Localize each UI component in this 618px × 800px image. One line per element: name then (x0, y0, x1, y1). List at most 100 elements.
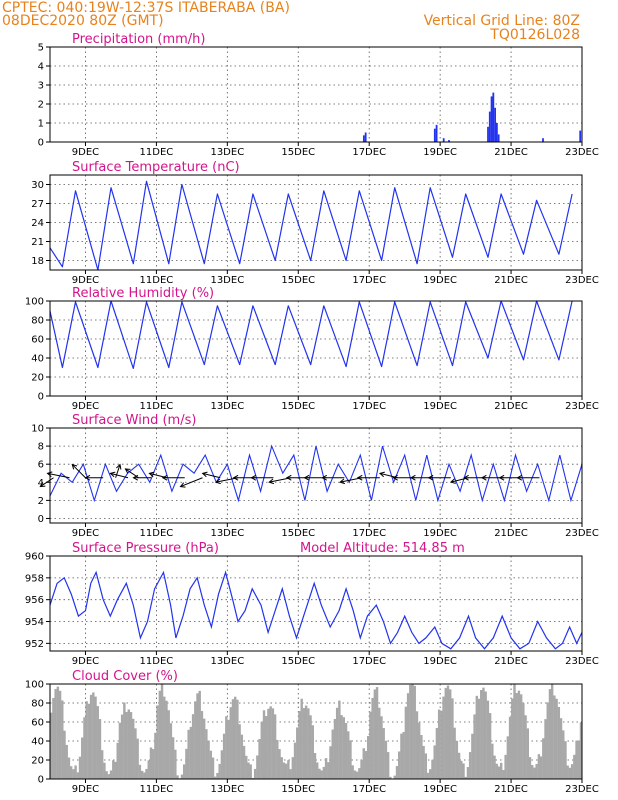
cloud-bar (163, 696, 166, 779)
y-tick-label: 40 (31, 354, 44, 365)
cloud-bar (548, 689, 552, 779)
y-tick-label: 2 (38, 496, 44, 507)
model-code: TQ0126L028 (490, 27, 580, 43)
cloud-bar (227, 719, 230, 779)
cloud-bar (477, 698, 481, 779)
cloud-bar (92, 692, 95, 779)
cloud-bar (499, 762, 503, 779)
cloud-bar (579, 722, 583, 779)
x-tick-label: 9DEC (72, 401, 99, 412)
cloud-bar (103, 762, 106, 779)
cloud-bar (384, 740, 388, 779)
cloud-bar (404, 706, 408, 779)
cloud-bar (504, 754, 507, 779)
cloud-bar (351, 765, 354, 779)
cloud-bar (74, 765, 77, 779)
cloud-bar (282, 762, 286, 779)
wind-arrow-head (356, 474, 363, 481)
cloud-bar (123, 702, 126, 779)
cloud-bar (546, 702, 549, 779)
y-tick-label: 40 (31, 737, 44, 748)
x-tick-label: 13DEC (210, 784, 244, 795)
cloud-bar (85, 701, 88, 779)
cloud-bar (191, 714, 195, 779)
cloud-bar (225, 716, 228, 779)
cloud-bar (171, 737, 175, 779)
cloud-bar (335, 707, 339, 779)
x-tick-label: 13DEC (210, 656, 244, 667)
cloud-bar (464, 776, 467, 779)
cloud-bar (559, 718, 563, 779)
cloud-bar (293, 742, 297, 779)
cloud-bar (342, 717, 346, 779)
cloud-bar (417, 722, 421, 779)
cloud-bar (145, 768, 148, 779)
cloud-bar (209, 750, 213, 779)
y-tick-label: 4 (38, 478, 44, 489)
cloud-bar (511, 698, 514, 779)
cloud-bar (380, 716, 383, 779)
cloud-bar (251, 777, 255, 779)
cloud-bar (154, 732, 157, 779)
cloud-bar (50, 712, 53, 779)
cloud-bar (402, 731, 405, 779)
cloud-bar (260, 721, 263, 779)
cloud-bar (373, 689, 377, 779)
cloud-bar (109, 770, 113, 779)
wind-arrow-head (480, 474, 487, 481)
wind-arrow-head (392, 474, 398, 481)
y-tick-label: 3 (38, 81, 44, 92)
cloud-bar (457, 752, 461, 779)
cloud-bar (276, 739, 279, 779)
x-tick-label: 17DEC (352, 275, 386, 286)
cloud-bar (98, 719, 102, 779)
cloud-bar (280, 757, 283, 779)
wind-arrow-head (132, 474, 139, 481)
x-tick-label: 23DEC (565, 656, 599, 667)
cloud-bar (211, 757, 215, 779)
x-tick-label: 23DEC (565, 275, 599, 286)
cloud-bar (446, 685, 450, 779)
cloud-bar (307, 708, 310, 779)
x-tick-label: 11DEC (140, 784, 174, 795)
run-date: 08DEC2020 80Z (GMT) (2, 13, 164, 29)
wind-arrow-head (214, 478, 221, 485)
x-tick-label: 15DEC (281, 401, 315, 412)
x-tick-label: 11DEC (140, 147, 174, 158)
x-tick-label: 11DEC (140, 656, 174, 667)
cloud-bar (120, 714, 124, 779)
cloud-bar (468, 752, 472, 779)
plot-frame (49, 683, 583, 780)
x-tick-label: 9DEC (72, 784, 99, 795)
y-tick-label: 21 (31, 237, 44, 248)
cloud-bar (107, 774, 111, 779)
cloud-bar (149, 747, 153, 779)
cloud-bar (116, 742, 119, 779)
y-tick-label: 4 (38, 62, 44, 73)
cloud-bar (415, 711, 419, 779)
wind-arrow-head (303, 474, 310, 481)
y-tick-label: 30 (31, 180, 44, 191)
cloud-bar (413, 685, 416, 779)
precip-bar (448, 140, 450, 142)
precip-bar (494, 107, 497, 142)
wind-arrow-head (409, 474, 416, 481)
x-tick-label: 23DEC (565, 147, 599, 158)
cloud-bar (140, 770, 144, 779)
cloud-bar (61, 700, 64, 779)
x-tick-label: 21DEC (494, 656, 528, 667)
cloud-bar (112, 760, 115, 779)
x-tick-label: 23DEC (565, 401, 599, 412)
cloud-bar (216, 773, 219, 779)
cloud-bar (160, 684, 164, 779)
cloud-bar (187, 729, 190, 779)
y-tick-label: 18 (31, 256, 44, 267)
x-tick-label: 23DEC (565, 784, 599, 795)
y-tick-label: 80 (31, 316, 44, 327)
cloud-bar (362, 748, 365, 779)
cloud-bar (167, 710, 170, 779)
cloud-bar (200, 711, 204, 779)
cloud-bar (542, 738, 545, 779)
cloud-bar (284, 763, 288, 779)
cloud-bar (222, 733, 226, 779)
